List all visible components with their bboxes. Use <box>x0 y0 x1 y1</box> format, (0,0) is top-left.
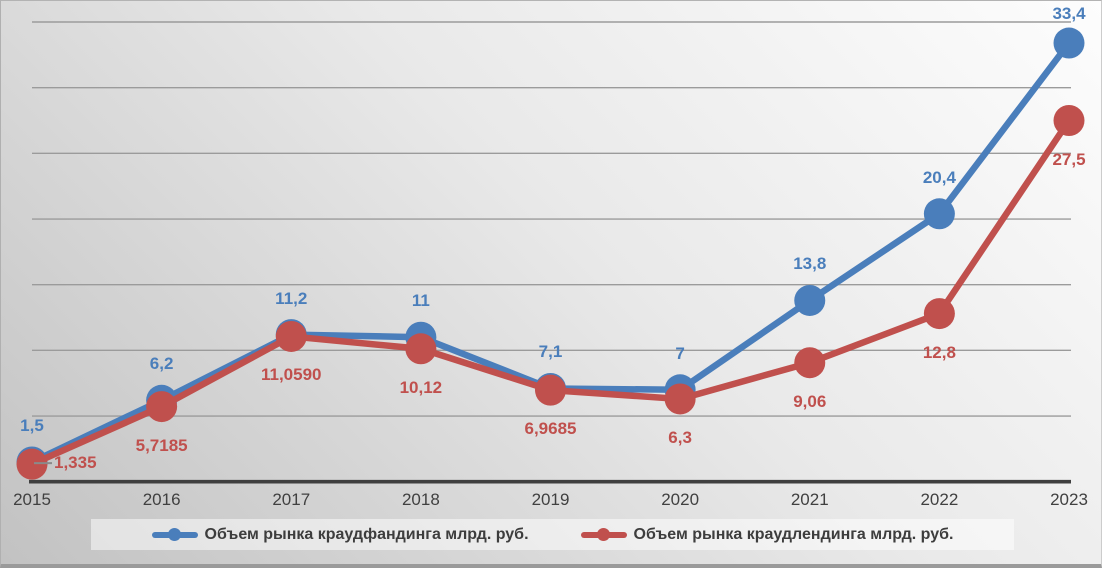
crowdlending-point-2016[interactable] <box>146 391 178 423</box>
x-axis-label-2018: 2018 <box>401 490 440 509</box>
crowdlending-point-2022[interactable] <box>923 298 955 330</box>
crowdlending-data-label-2020: 6,3 <box>668 427 692 447</box>
crowdlending-point-2023[interactable] <box>1053 105 1085 137</box>
crowdfunding-data-label-2018: 11 <box>411 291 430 311</box>
crowdlending-data-label-2023: 27,5 <box>1052 149 1086 169</box>
crowdlending-point-2021[interactable] <box>794 347 826 379</box>
crowdfunding-data-label-2015: 1,5 <box>20 415 44 435</box>
crowdfunding-data-label-2016: 6,2 <box>149 354 174 374</box>
x-axis-label-2017: 2017 <box>272 490 311 509</box>
crowdlending-series-marker-icon <box>580 528 627 541</box>
crowdfunding-data-label-2020: 7 <box>675 343 685 363</box>
legend-item-crowdfunding[interactable]: Объем рынка краудфандинга млрд. руб. <box>151 525 529 544</box>
x-axis-label-2022: 2022 <box>920 490 959 509</box>
legend-label-crowdlending: Объем рынка краудлендинга млрд. руб. <box>633 525 954 543</box>
crowdlending-data-label-2018: 10,12 <box>399 377 443 397</box>
crowdlending-data-label-2022: 12,8 <box>922 342 956 362</box>
crowdlending-point-2018[interactable] <box>405 333 437 365</box>
x-axis-label-2021: 2021 <box>790 490 829 509</box>
crowdlending-data-label-2015: 1,335 <box>54 453 97 473</box>
crowdfunding-point-2022[interactable] <box>923 198 955 230</box>
x-axis-label-2015: 2015 <box>13 490 51 509</box>
legend: Объем рынка краудфандинга млрд. руб. Объ… <box>91 519 1014 550</box>
crowdlending-point-2020[interactable] <box>664 383 696 415</box>
crowdlending-point-2017[interactable] <box>275 320 307 352</box>
crowdfunding-data-label-2022: 20,4 <box>922 167 956 187</box>
x-axis-label-2023: 2023 <box>1050 490 1088 509</box>
legend-item-crowdlending[interactable]: Объем рынка краудлендинга млрд. руб. <box>580 525 954 544</box>
crowdlending-data-label-2019: 6,9685 <box>524 419 577 439</box>
crowdfunding-data-label-2023: 33,4 <box>1052 4 1086 23</box>
crowdfunding-series-marker-icon <box>151 528 198 541</box>
x-axis-label-2019: 2019 <box>531 490 570 509</box>
x-axis-label-2020: 2020 <box>661 490 700 509</box>
crowdfunding-data-label-2019: 7,1 <box>538 342 563 362</box>
crowdlending-point-2015[interactable] <box>16 448 48 480</box>
crowdlending-data-label-2016: 5,7185 <box>135 435 188 455</box>
crowdlending-data-label-2017: 11,0590 <box>260 365 322 385</box>
x-axis-label-2016: 2016 <box>142 490 181 509</box>
crowdfunding-data-label-2017: 11,2 <box>275 288 308 308</box>
crowdlending-data-label-2021: 9,06 <box>793 391 827 411</box>
crowdfunding-point-2023[interactable] <box>1053 27 1085 59</box>
crowdfunding-data-label-2021: 13,8 <box>793 254 827 274</box>
legend-label-crowdfunding: Объем рынка краудфандинга млрд. руб. <box>204 525 529 543</box>
crowdfunding-point-2021[interactable] <box>794 284 826 316</box>
crowdlending-point-2019[interactable] <box>535 374 566 406</box>
